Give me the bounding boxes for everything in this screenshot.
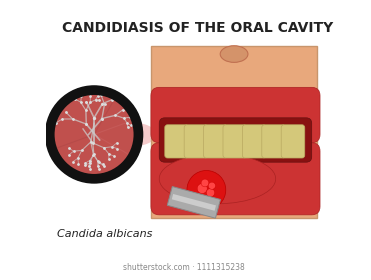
Polygon shape: [172, 194, 216, 211]
Circle shape: [208, 182, 216, 189]
Circle shape: [187, 171, 226, 209]
FancyBboxPatch shape: [223, 125, 247, 158]
Text: CANDIDIASIS OF THE ORAL CAVITY: CANDIDIASIS OF THE ORAL CAVITY: [62, 21, 334, 35]
FancyBboxPatch shape: [159, 118, 312, 162]
FancyBboxPatch shape: [151, 143, 320, 215]
Circle shape: [197, 183, 207, 193]
Text: Candida albicans: Candida albicans: [57, 229, 152, 239]
FancyBboxPatch shape: [184, 125, 208, 158]
Polygon shape: [167, 186, 220, 218]
Circle shape: [206, 188, 215, 197]
FancyBboxPatch shape: [165, 125, 188, 158]
FancyBboxPatch shape: [151, 87, 320, 143]
FancyBboxPatch shape: [204, 125, 227, 158]
FancyBboxPatch shape: [262, 125, 285, 158]
Ellipse shape: [159, 154, 276, 204]
Ellipse shape: [101, 122, 157, 147]
Text: shutterstock.com · 1111315238: shutterstock.com · 1111315238: [123, 263, 245, 272]
Circle shape: [47, 87, 141, 182]
FancyBboxPatch shape: [242, 125, 266, 158]
FancyBboxPatch shape: [281, 125, 305, 158]
Ellipse shape: [220, 46, 248, 62]
FancyBboxPatch shape: [151, 46, 317, 218]
Circle shape: [51, 92, 137, 178]
Circle shape: [201, 179, 209, 187]
